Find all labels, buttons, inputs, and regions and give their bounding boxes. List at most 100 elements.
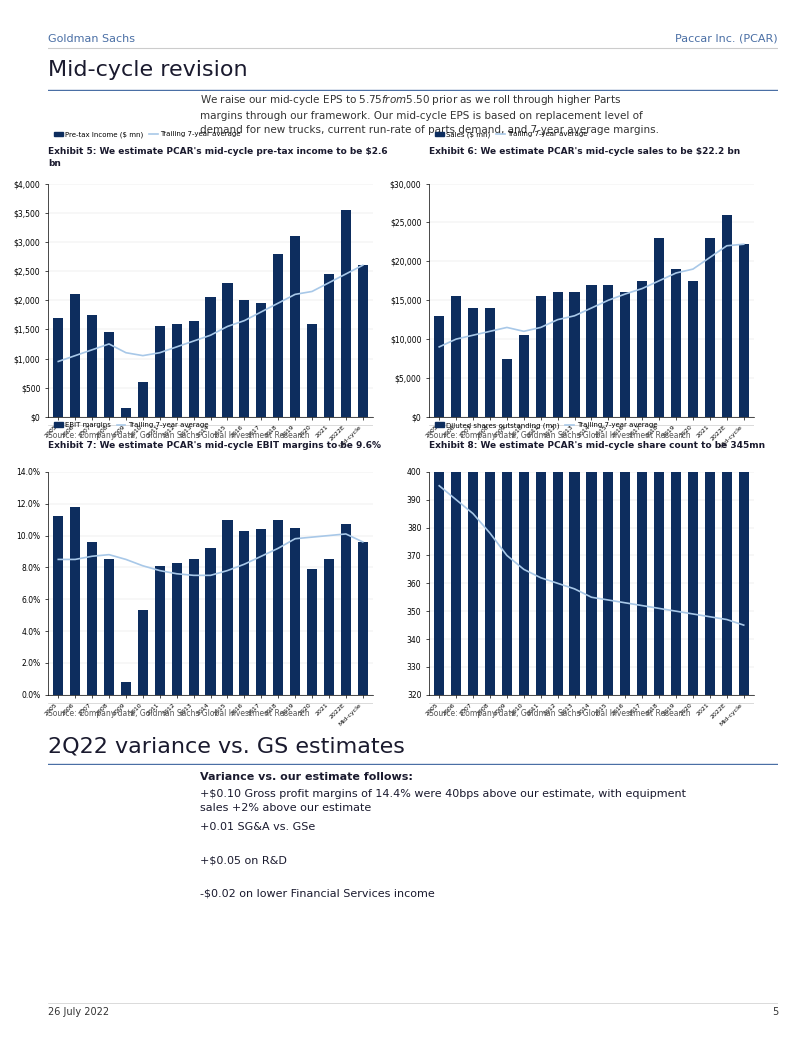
Bar xyxy=(603,0,614,695)
Bar xyxy=(155,327,165,417)
Text: Source: Company data, Goldman Sachs Global Investment Research: Source: Company data, Goldman Sachs Glob… xyxy=(429,431,691,440)
Text: Variance vs. our estimate follows:: Variance vs. our estimate follows: xyxy=(200,772,413,782)
Bar xyxy=(434,0,444,695)
Bar xyxy=(637,281,647,417)
Bar xyxy=(205,549,216,695)
Text: Paccar Inc. (PCAR): Paccar Inc. (PCAR) xyxy=(675,34,778,44)
Bar xyxy=(688,0,698,695)
Bar xyxy=(273,520,283,695)
Bar xyxy=(358,542,368,695)
Text: Source: Company data, Goldman Sachs Global Investment Research: Source: Company data, Goldman Sachs Glob… xyxy=(48,709,310,718)
Bar xyxy=(222,283,233,417)
Bar xyxy=(654,239,664,417)
Text: 26 July 2022: 26 July 2022 xyxy=(48,1007,109,1017)
Bar xyxy=(705,239,715,417)
Bar xyxy=(188,320,199,417)
Bar xyxy=(739,0,749,695)
Bar xyxy=(138,382,148,417)
Text: Exhibit 8: We estimate PCAR's mid-cycle share count to be 345mn: Exhibit 8: We estimate PCAR's mid-cycle … xyxy=(429,441,765,450)
Legend: Diluted shares outstanding (mn), Trailing 7-year average: Diluted shares outstanding (mn), Trailin… xyxy=(432,420,660,431)
Bar xyxy=(502,0,512,695)
Bar xyxy=(70,507,80,695)
Bar xyxy=(637,0,647,695)
Bar xyxy=(451,297,461,417)
Bar xyxy=(138,611,148,695)
Bar xyxy=(290,528,300,695)
Bar xyxy=(155,566,165,695)
Text: 5: 5 xyxy=(772,1007,778,1017)
Bar xyxy=(722,0,732,695)
Text: Exhibit 7: We estimate PCAR's mid-cycle EBIT margins to be 9.6%: Exhibit 7: We estimate PCAR's mid-cycle … xyxy=(48,441,381,450)
Bar xyxy=(70,295,80,417)
Bar xyxy=(671,0,681,695)
Bar xyxy=(239,301,249,417)
Text: Goldman Sachs: Goldman Sachs xyxy=(48,34,135,44)
Bar xyxy=(569,0,580,695)
Bar xyxy=(307,569,317,695)
Bar xyxy=(53,317,63,417)
Bar xyxy=(53,516,63,695)
Bar xyxy=(188,559,199,695)
Bar xyxy=(569,292,580,417)
Bar xyxy=(104,332,114,417)
Bar xyxy=(739,245,749,417)
Bar xyxy=(121,682,131,695)
Legend: Pre-tax Income ($ mn), Trailing 7-year average: Pre-tax Income ($ mn), Trailing 7-year a… xyxy=(51,129,244,141)
Bar xyxy=(256,303,266,417)
Text: -$0.02 on lower Financial Services income: -$0.02 on lower Financial Services incom… xyxy=(200,889,435,898)
Bar xyxy=(172,324,182,417)
Bar xyxy=(256,529,266,695)
Text: +$0.05 on R&D: +$0.05 on R&D xyxy=(200,856,287,865)
Bar xyxy=(586,0,597,695)
Bar xyxy=(502,359,512,417)
Bar xyxy=(654,0,664,695)
Bar xyxy=(620,0,630,695)
Bar xyxy=(603,285,614,417)
Bar xyxy=(451,0,461,695)
Bar xyxy=(205,298,216,417)
Bar xyxy=(307,324,317,417)
Bar xyxy=(239,531,249,695)
Text: +0.01 SG&A vs. GSe: +0.01 SG&A vs. GSe xyxy=(200,822,316,832)
Text: 2Q22 variance vs. GS estimates: 2Q22 variance vs. GS estimates xyxy=(48,736,405,757)
Bar xyxy=(273,254,283,417)
Bar xyxy=(104,559,114,695)
Bar xyxy=(341,525,351,695)
Bar xyxy=(705,0,715,695)
Bar xyxy=(358,265,368,417)
Text: Exhibit 6: We estimate PCAR's mid-cycle sales to be $22.2 bn: Exhibit 6: We estimate PCAR's mid-cycle … xyxy=(429,147,740,157)
Bar xyxy=(485,308,495,417)
Bar xyxy=(324,559,334,695)
Text: Mid-cycle revision: Mid-cycle revision xyxy=(48,60,248,80)
Bar xyxy=(341,209,351,417)
Bar xyxy=(324,274,334,417)
Legend: EBIT margins, Trailing 7-year average: EBIT margins, Trailing 7-year average xyxy=(51,420,211,431)
Bar xyxy=(671,270,681,417)
Bar xyxy=(434,315,444,417)
Bar xyxy=(586,285,597,417)
Bar xyxy=(553,292,563,417)
Bar xyxy=(121,409,131,417)
Bar xyxy=(536,297,546,417)
Text: +$0.10 Gross profit margins of 14.4% were 40bps above our estimate, with equipme: +$0.10 Gross profit margins of 14.4% wer… xyxy=(200,789,687,813)
Bar xyxy=(553,0,563,695)
Bar xyxy=(536,0,546,695)
Bar xyxy=(468,308,478,417)
Bar xyxy=(290,236,300,417)
Bar xyxy=(222,520,233,695)
Bar xyxy=(468,0,478,695)
Text: Exhibit 5: We estimate PCAR's mid-cycle pre-tax income to be $2.6
bn: Exhibit 5: We estimate PCAR's mid-cycle … xyxy=(48,147,387,168)
Text: We raise our mid-cycle EPS to $5.75 from $5.50 prior as we roll through higher P: We raise our mid-cycle EPS to $5.75 from… xyxy=(200,93,659,136)
Bar xyxy=(87,315,97,417)
Bar xyxy=(620,292,630,417)
Bar xyxy=(87,542,97,695)
Bar xyxy=(722,215,732,417)
Bar xyxy=(485,0,495,695)
Text: Source: Company data, Goldman Sachs Global Investment Research: Source: Company data, Goldman Sachs Glob… xyxy=(48,431,310,440)
Legend: Sales ($ mn), Trailing 7-year average: Sales ($ mn), Trailing 7-year average xyxy=(432,129,590,141)
Bar xyxy=(688,281,698,417)
Bar xyxy=(172,563,182,695)
Bar xyxy=(519,335,529,417)
Bar xyxy=(519,0,529,695)
Text: Source: Company data, Goldman Sachs Global Investment Research: Source: Company data, Goldman Sachs Glob… xyxy=(429,709,691,718)
